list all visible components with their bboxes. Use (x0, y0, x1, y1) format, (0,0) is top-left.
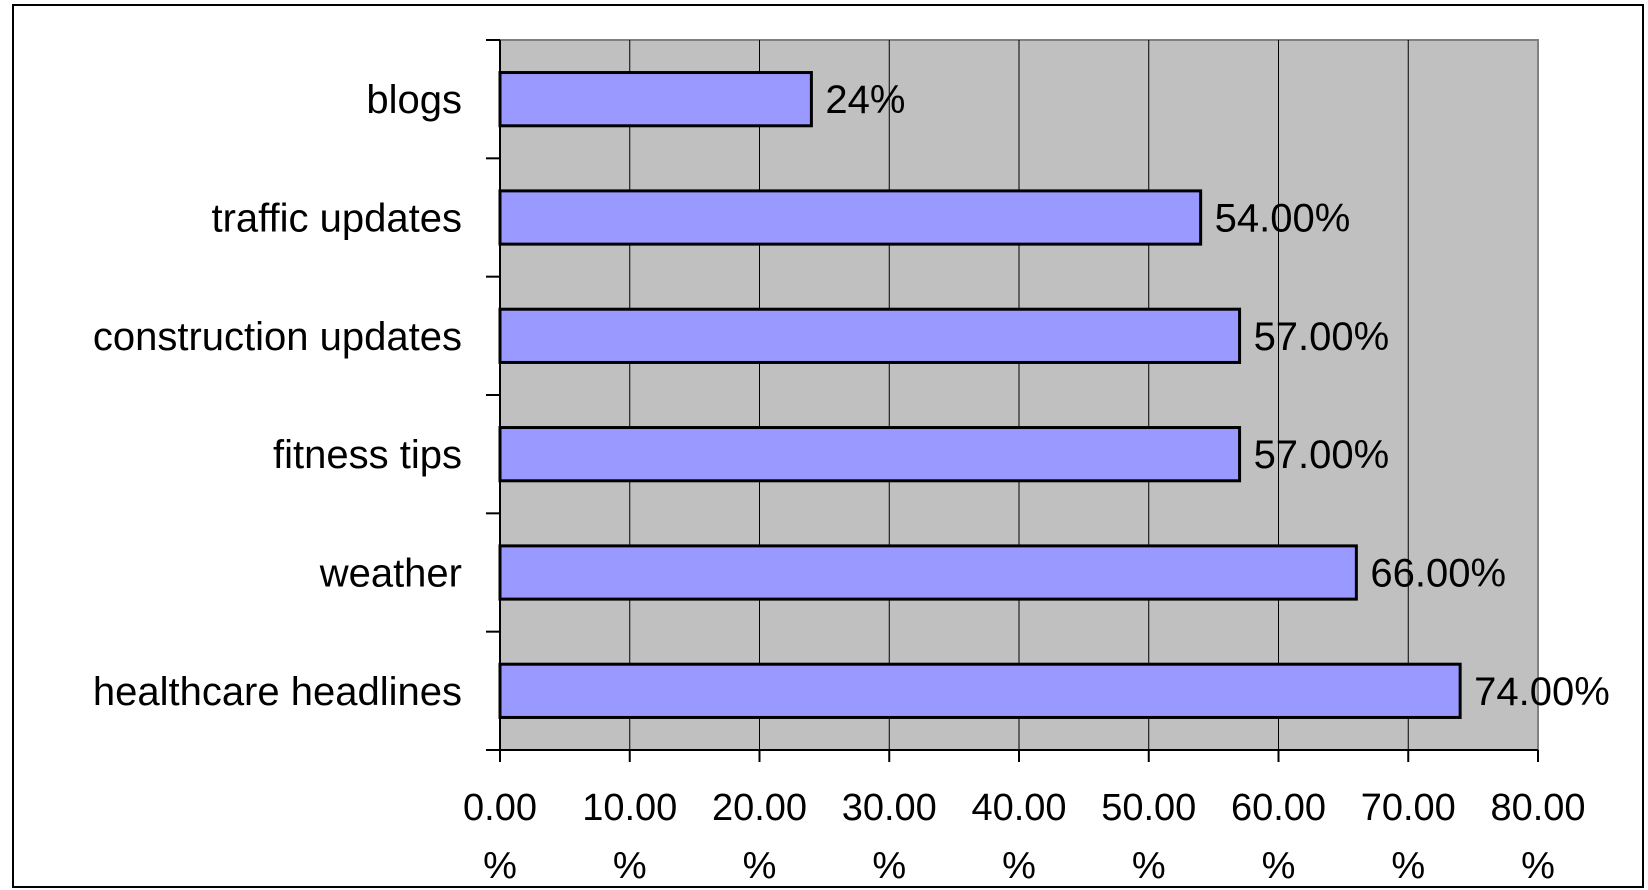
data-label: 57.00% (1254, 315, 1390, 359)
x-tick-label: 40.00% (971, 787, 1066, 887)
labels: 0.00 % 10.00 % 20.00 % 30.00 % 40.00 % 50.00 % 60.00… (93, 78, 1610, 887)
gridlines (629, 40, 1409, 750)
category-label: weather (319, 552, 462, 596)
bar (498, 307, 1242, 364)
x-tick-label: 10.00% (582, 787, 677, 887)
data-label: 54.00% (1215, 197, 1351, 241)
bar (498, 426, 1242, 483)
category-label: construction updates (93, 315, 462, 359)
bar (498, 71, 813, 128)
category-label: fitness tips (273, 433, 462, 477)
bar (498, 662, 1462, 719)
category-label: traffic updates (211, 197, 462, 241)
x-tick-label: 0.00% (463, 787, 537, 887)
category-label: healthcare headlines (93, 670, 462, 714)
x-tick-label: 60.00% (1231, 787, 1326, 887)
data-label: 74.00% (1474, 670, 1610, 714)
category-label: blogs (366, 78, 462, 122)
data-label: 66.00% (1370, 552, 1506, 596)
bar (498, 189, 1203, 246)
x-tick-label: 70.00% (1361, 787, 1456, 887)
x-tick-label: 30.00% (842, 787, 937, 887)
data-label: 24% (825, 78, 905, 122)
bars (498, 71, 1462, 719)
bar (498, 544, 1358, 601)
x-tick-label: 50.00% (1101, 787, 1196, 887)
data-label: 57.00% (1254, 433, 1390, 477)
x-tick-label: 80.00% (1490, 787, 1585, 887)
x-tick-label: 20.00% (712, 787, 807, 887)
axes (486, 39, 1539, 762)
